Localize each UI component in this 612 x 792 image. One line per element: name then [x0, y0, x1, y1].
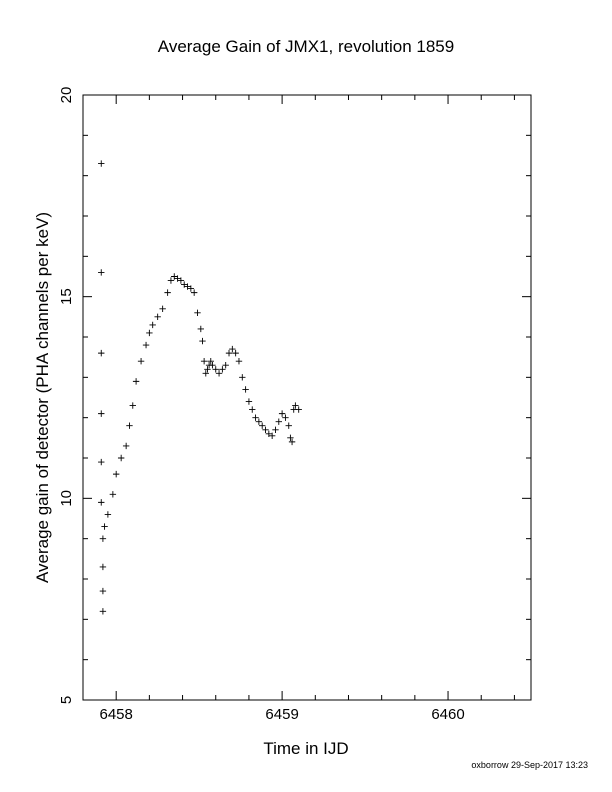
y-tick-label: 20 [58, 87, 75, 104]
data-point [194, 309, 201, 316]
data-point [242, 386, 249, 393]
data-point [204, 366, 211, 373]
data-point [171, 273, 178, 280]
data-points [98, 160, 302, 615]
data-point [229, 345, 236, 353]
axis-ticks [82, 94, 531, 701]
data-point [207, 358, 214, 365]
data-point [159, 305, 166, 312]
data-point [122, 442, 130, 450]
data-point [187, 285, 195, 292]
data-point [225, 349, 233, 357]
y-tick-label: 5 [58, 696, 75, 704]
data-point [112, 470, 120, 478]
data-point [278, 410, 286, 417]
data-point [101, 523, 108, 530]
footer-stamp: oxborrow 29-Sep-2017 13:23 [471, 760, 588, 770]
data-point [177, 277, 185, 284]
data-point [249, 406, 256, 413]
data-point [222, 362, 229, 369]
data-point [235, 358, 243, 365]
data-point [245, 398, 253, 405]
data-point [282, 414, 289, 421]
data-point [292, 402, 299, 409]
data-point [181, 281, 188, 288]
y-tick-label: 10 [58, 490, 75, 507]
data-point [99, 535, 107, 542]
data-point [98, 160, 105, 167]
data-point [174, 275, 181, 282]
data-point [99, 608, 107, 615]
data-point [199, 337, 206, 345]
y-tick-labels: 5 10 15 20 [58, 87, 75, 705]
data-point [255, 418, 263, 425]
data-point [200, 358, 208, 365]
data-point [149, 321, 156, 329]
data-point [132, 378, 140, 385]
data-point [252, 414, 259, 421]
chart-title: Average Gain of JMX1, revolution 1859 [158, 37, 454, 56]
x-tick-labels: 6458 6459 6460 [99, 706, 464, 723]
data-point [117, 454, 125, 462]
data-point [239, 374, 246, 381]
data-point [215, 370, 223, 377]
data-point [197, 325, 205, 333]
x-tick-label: 6458 [99, 706, 132, 723]
y-tick-label: 15 [58, 288, 75, 305]
data-point [212, 366, 219, 373]
data-point [137, 358, 145, 365]
x-tick-label: 6460 [431, 706, 464, 723]
data-point [287, 434, 294, 442]
data-point [268, 432, 276, 440]
data-point [129, 402, 136, 409]
data-point [285, 422, 292, 429]
data-point [265, 430, 273, 437]
data-point [259, 422, 266, 429]
data-point [275, 418, 282, 425]
data-point [262, 426, 269, 433]
data-point [232, 349, 239, 357]
data-point [146, 329, 153, 337]
data-point [109, 491, 117, 498]
data-point [184, 283, 191, 290]
data-point [209, 362, 216, 369]
data-point [202, 370, 209, 377]
data-point [98, 499, 105, 506]
data-point [126, 422, 133, 429]
data-point [295, 406, 302, 413]
data-point [167, 277, 175, 284]
x-axis-label: Time in IJD [263, 739, 348, 758]
plot-frame [82, 94, 532, 701]
y-axis-label: Average gain of detector (PHA channels p… [33, 212, 52, 583]
data-point [272, 426, 279, 433]
data-point [219, 366, 226, 373]
data-point [98, 349, 105, 357]
data-point [99, 587, 107, 595]
data-point [99, 563, 107, 571]
data-point [190, 289, 198, 296]
data-point [164, 289, 171, 296]
data-point [142, 341, 150, 349]
data-point [154, 313, 161, 321]
data-point [98, 269, 105, 276]
data-point [98, 410, 105, 417]
x-tick-label: 6459 [265, 706, 298, 723]
data-point [288, 438, 296, 446]
data-point [98, 458, 105, 466]
data-point [104, 511, 112, 518]
